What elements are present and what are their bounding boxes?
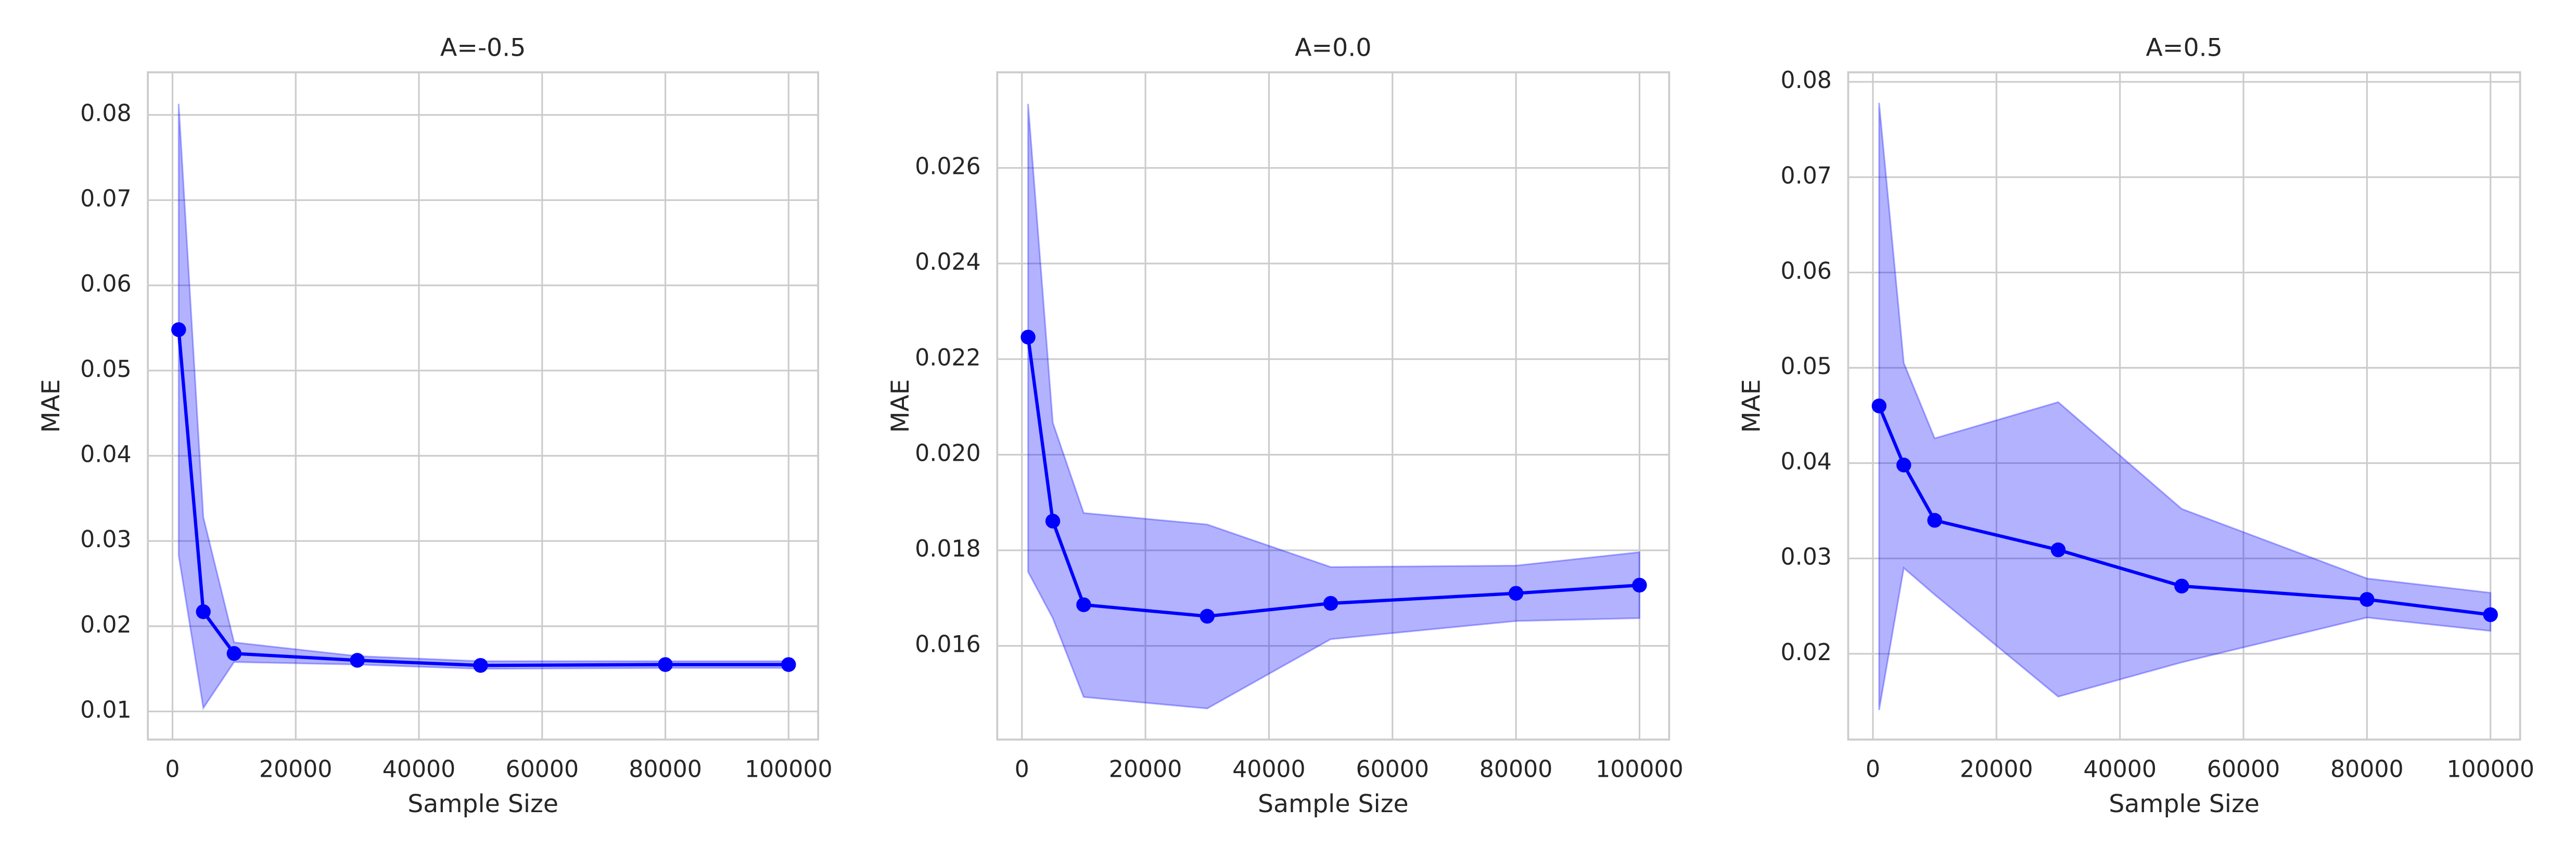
x-tick-label: 0 (165, 756, 180, 783)
y-tick-label: 0.04 (80, 441, 131, 468)
y-tick-label: 0.05 (1781, 353, 1832, 380)
y-tick-label: 0.06 (1781, 258, 1832, 284)
subplot-title: A=0.5 (2146, 34, 2222, 62)
x-tick-label: 40000 (1232, 756, 1306, 783)
data-point (1871, 398, 1887, 413)
x-axis-label: Sample Size (2109, 790, 2260, 818)
data-point (1323, 596, 1338, 611)
data-point (226, 646, 242, 661)
x-tick-label: 100000 (745, 756, 833, 783)
y-tick-label: 0.07 (80, 185, 131, 212)
y-tick-label: 0.08 (1781, 67, 1832, 94)
subplot: 0.01 0.02 0.03 0.04 0.05 0.06 0.07 0.08 0 20000 40… (37, 34, 833, 818)
x-tick-label: 60000 (2207, 756, 2280, 783)
plot-frame (147, 71, 820, 741)
x-tick-label: 80000 (2330, 756, 2404, 783)
x-tick-label: 60000 (505, 756, 579, 783)
y-tick-label: 0.026 (915, 154, 981, 180)
x-tick-label: 80000 (1480, 756, 1553, 783)
series-line (177, 329, 789, 667)
x-axis-label: Sample Size (407, 790, 558, 818)
x-tick-label: 80000 (629, 756, 702, 783)
data-point (658, 657, 673, 672)
data-point (1896, 458, 1911, 473)
x-tick-label: 100000 (1596, 756, 1684, 783)
x-tick-label: 40000 (382, 756, 456, 783)
x-tick-label: 60000 (1356, 756, 1429, 783)
y-tick-label: 0.018 (915, 536, 981, 562)
subplot: 0.02 0.03 0.04 0.05 0.06 0.07 0.08 0 20000 40000 6… (1737, 34, 2534, 818)
data-point (1508, 586, 1524, 601)
plot-frame (996, 71, 1670, 741)
y-axis-label: MAE (37, 379, 66, 433)
x-tick-label: 20000 (1960, 756, 2033, 783)
data-point (1927, 513, 1942, 528)
data-point (350, 653, 365, 668)
y-tick-label: 0.022 (915, 345, 981, 371)
x-tick-label: 100000 (2446, 756, 2534, 783)
data-point (2483, 607, 2498, 622)
data-point (1076, 597, 1091, 612)
y-tick-label: 0.01 (80, 697, 131, 724)
x-tick-label: 0 (1866, 756, 1880, 783)
plot-frame (1847, 71, 2521, 741)
y-tick-label: 0.04 (1781, 449, 1832, 475)
y-tick-label: 0.08 (80, 100, 131, 127)
y-tick-label: 0.03 (1781, 544, 1832, 571)
data-point (473, 658, 488, 673)
data-point (196, 604, 211, 620)
y-axis-label: MAE (1737, 379, 1766, 433)
y-tick-label: 0.07 (1781, 162, 1832, 189)
x-axis-label: Sample Size (1258, 790, 1409, 818)
y-tick-label: 0.016 (915, 631, 981, 658)
data-point (781, 657, 796, 672)
data-point (1045, 513, 1061, 529)
error-band (1027, 104, 1641, 710)
subplot: 0.016 0.018 0.020 0.022 0.024 0.026 0 20000 4000… (886, 34, 1684, 818)
data-point (2360, 592, 2375, 607)
data-point (1632, 577, 1647, 593)
y-tick-label: 0.06 (80, 271, 131, 297)
y-tick-label: 0.02 (80, 612, 131, 638)
y-tick-label: 0.05 (80, 356, 131, 383)
subplot-title: A=0.0 (1295, 34, 1371, 62)
subplot-title: A=-0.5 (440, 34, 526, 62)
y-tick-label: 0.03 (80, 526, 131, 553)
data-point (1021, 330, 1036, 345)
x-tick-label: 20000 (1109, 756, 1182, 783)
y-tick-label: 0.02 (1781, 639, 1832, 666)
x-tick-label: 40000 (2083, 756, 2157, 783)
x-tick-label: 20000 (259, 756, 333, 783)
data-point (2174, 578, 2189, 594)
error-band (177, 104, 789, 711)
x-tick-label: 0 (1015, 756, 1029, 783)
y-tick-label: 0.020 (915, 440, 981, 466)
data-point (2050, 542, 2066, 558)
data-point (1200, 609, 1215, 624)
error-band (1878, 103, 2492, 711)
data-point (171, 322, 186, 337)
y-axis-label: MAE (886, 379, 915, 433)
y-tick-label: 0.024 (915, 249, 981, 275)
